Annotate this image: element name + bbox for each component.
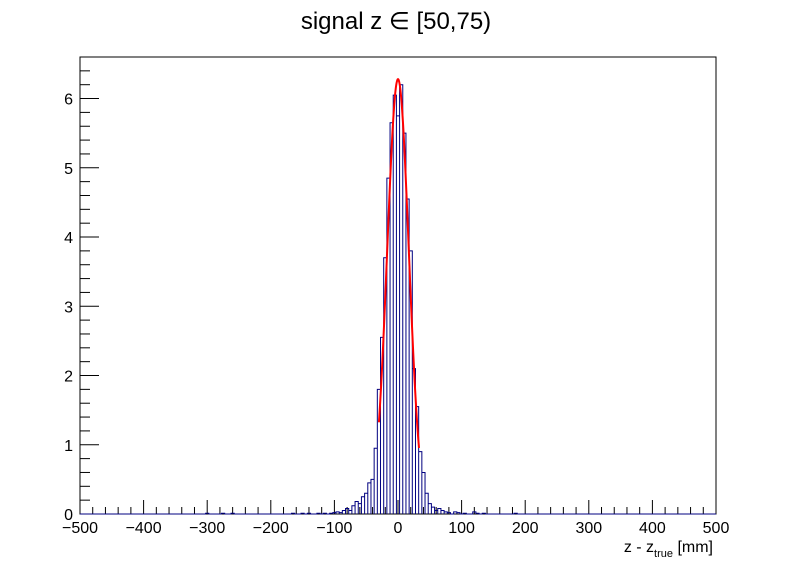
y-tick-labels: 0 1 2 3 4 5 6 [64,92,73,524]
x-tick-label: −200 [253,520,289,537]
x-axis-label: z - ztrue [mm] [624,539,713,560]
x-tick-label: 0 [394,520,403,537]
y-tick-label: 6 [64,92,73,109]
x-tick-labels: −500 −400 −300 −200 −100 0 100 200 300 400 500 [62,520,729,537]
y-tick-label: 1 [64,438,73,455]
y-axis [80,56,99,515]
x-tick-label: −100 [316,520,352,537]
y-tick-label: 4 [64,230,73,247]
y-tick-label: 3 [64,299,73,316]
y-tick-label: 0 [64,507,73,524]
chart-title: signal z ∈ [50,75) [301,8,491,35]
x-tick-label: −500 [62,520,98,537]
x-tick-label: −400 [126,520,162,537]
x-tick-label: 100 [448,520,475,537]
x-axis [79,500,717,514]
gaussian-fit-curve [377,77,420,449]
x-tick-label: 200 [512,520,539,537]
y-tick-label: 5 [64,161,73,178]
x-axis-label-subscript: true [654,548,673,560]
x-tick-label: −300 [189,520,225,537]
x-tick-label: 400 [639,520,666,537]
x-tick-label: 300 [575,520,602,537]
y-tick-label: 2 [64,369,73,386]
histogram-series [80,84,716,515]
x-axis-label-main: z - z [624,539,654,556]
x-tick-label: 500 [703,520,730,537]
x-axis-label-unit: [mm] [673,539,713,556]
